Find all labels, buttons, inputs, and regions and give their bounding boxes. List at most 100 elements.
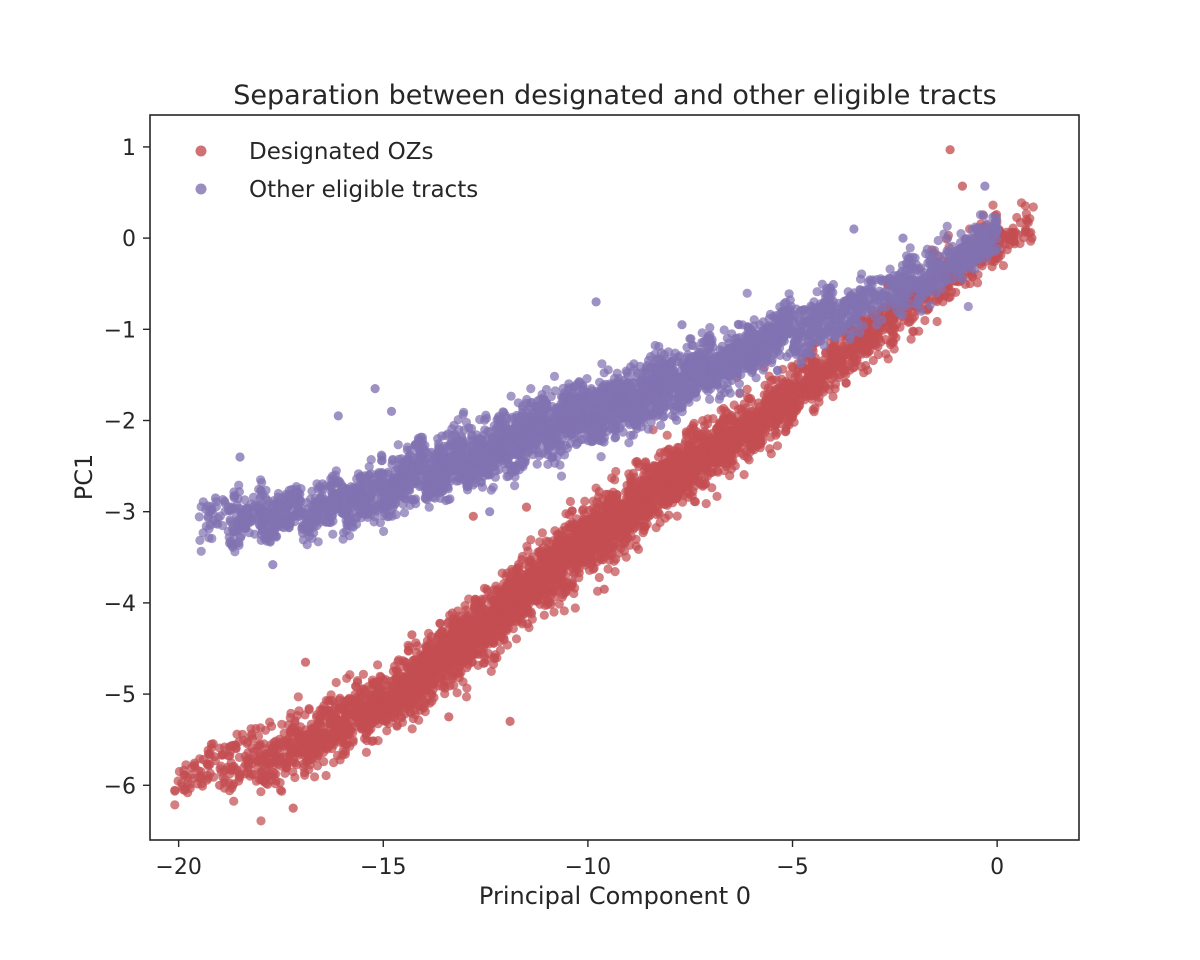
data-point [860, 337, 870, 347]
data-point [373, 660, 383, 670]
data-point [286, 750, 296, 760]
data-point [736, 420, 746, 430]
data-point [461, 692, 472, 702]
data-point [674, 464, 684, 474]
data-point [467, 642, 477, 652]
data-point [368, 705, 378, 716]
data-point [217, 750, 227, 760]
data-point [597, 511, 607, 521]
data-point [394, 668, 404, 679]
data-point [310, 772, 320, 782]
data-point [672, 511, 682, 521]
data-point [624, 499, 635, 509]
data-point [809, 360, 819, 370]
data-point [234, 480, 244, 490]
data-point [719, 465, 729, 476]
data-point [589, 508, 599, 518]
data-point [198, 755, 208, 765]
data-point [553, 578, 563, 589]
data-point [807, 382, 817, 392]
data-point [644, 511, 654, 522]
data-point [761, 403, 771, 413]
data-point [505, 716, 515, 727]
data-point [841, 378, 851, 388]
data-point [1016, 198, 1027, 208]
data-point [403, 646, 414, 656]
data-point [723, 429, 734, 439]
data-point [225, 505, 235, 515]
data-point [379, 695, 389, 705]
data-point [196, 546, 206, 556]
data-point [190, 762, 200, 772]
data-point [524, 557, 535, 567]
data-point [227, 783, 237, 793]
data-point [234, 538, 244, 548]
data-point [312, 732, 322, 742]
data-point [225, 515, 235, 525]
data-point [277, 786, 287, 796]
data-point [319, 741, 329, 751]
data-point [422, 667, 432, 677]
data-point [694, 457, 704, 468]
data-point [444, 647, 454, 657]
data-point [685, 461, 695, 471]
data-point [1005, 235, 1015, 245]
data-point [366, 697, 376, 707]
data-point [545, 571, 556, 581]
data-point [170, 786, 180, 796]
data-point [816, 379, 826, 389]
data-point [1021, 214, 1031, 225]
data-point [533, 573, 543, 583]
data-point [353, 677, 363, 688]
data-point [420, 650, 430, 660]
data-point [246, 754, 256, 764]
data-point [665, 496, 675, 506]
data-point [338, 737, 348, 747]
data-point [173, 776, 183, 786]
data-point [549, 607, 559, 617]
data-point [279, 728, 289, 738]
data-point [543, 596, 554, 606]
data-point [803, 371, 813, 382]
data-point [562, 545, 572, 555]
data-point [358, 669, 368, 679]
data-point [819, 371, 829, 381]
data-point [345, 670, 355, 680]
data-point [701, 499, 711, 509]
data-point [462, 683, 472, 693]
data-point [255, 723, 266, 733]
data-point [521, 502, 532, 512]
data-point [567, 578, 578, 589]
data-point [392, 700, 402, 710]
data-point [521, 585, 532, 595]
data-point [422, 695, 432, 705]
data-point [517, 617, 527, 627]
data-point [318, 747, 328, 758]
data-point [698, 449, 708, 459]
data-point [197, 781, 208, 791]
data-point [685, 489, 695, 499]
data-point [264, 769, 274, 779]
data-point [229, 796, 239, 806]
data-point [382, 726, 392, 736]
data-point [448, 659, 458, 669]
data-point [570, 603, 580, 613]
data-point [564, 522, 574, 532]
data-point [448, 628, 458, 638]
data-point [340, 747, 350, 757]
data-point [468, 650, 478, 660]
data-point [830, 384, 840, 394]
data-point [633, 488, 643, 498]
data-point [648, 489, 659, 499]
data-point [274, 754, 284, 765]
data-point [632, 456, 642, 467]
data-point [185, 779, 195, 790]
data-point [881, 349, 891, 359]
data-point [698, 416, 708, 426]
data-point [749, 416, 759, 426]
data-point [300, 657, 311, 667]
data-point [421, 641, 431, 651]
data-point [738, 431, 748, 441]
data-point [435, 619, 445, 629]
data-point [565, 496, 576, 507]
